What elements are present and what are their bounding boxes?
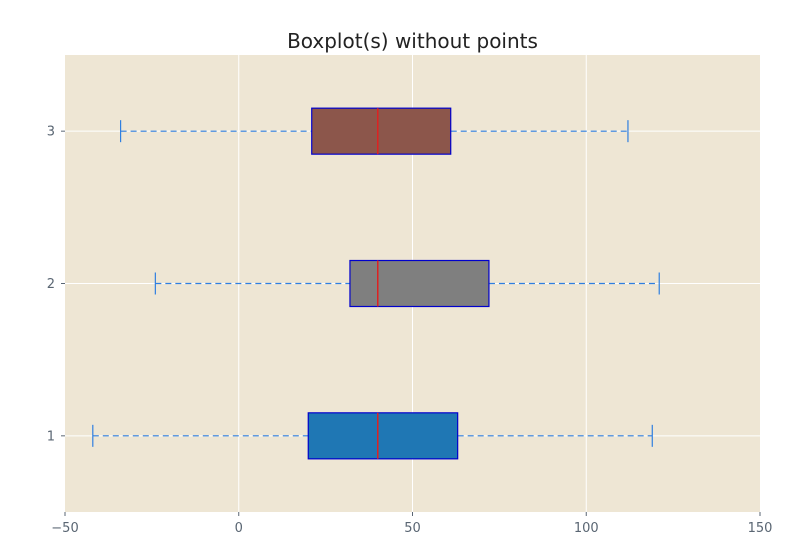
box — [311, 107, 452, 155]
box-series-3 — [119, 107, 629, 155]
x-tick-label: 50 — [404, 521, 421, 536]
boxes — [92, 107, 660, 460]
x-tick-label: 150 — [748, 521, 773, 536]
chart-title: Boxplot(s) without points — [287, 29, 538, 53]
x-axis-ticks: −50 0 50 100 150 — [51, 512, 772, 536]
y-tick-label: 2 — [47, 277, 55, 292]
x-tick-label: −50 — [51, 521, 78, 536]
y-axis-ticks: 1 2 3 — [47, 125, 65, 444]
box-series-1 — [92, 412, 653, 460]
x-tick-label: 0 — [235, 521, 243, 536]
box — [349, 259, 490, 308]
y-tick-label: 1 — [47, 429, 55, 444]
y-tick-label: 3 — [47, 125, 55, 140]
box — [307, 412, 459, 460]
box-series-2 — [154, 259, 660, 308]
x-tick-label: 100 — [574, 521, 599, 536]
